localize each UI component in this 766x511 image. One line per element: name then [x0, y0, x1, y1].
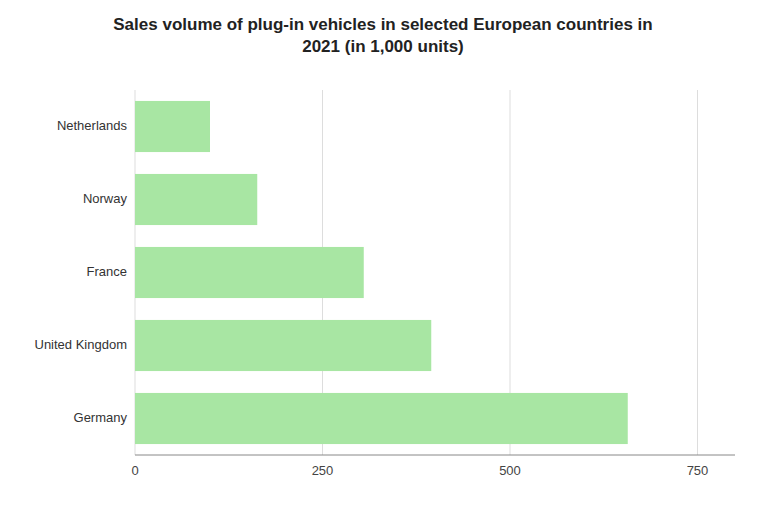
bar	[135, 320, 431, 371]
bar	[135, 101, 210, 152]
y-tick-label: Norway	[83, 191, 128, 206]
grid	[135, 90, 698, 455]
bar	[135, 247, 364, 298]
x-tick-label: 500	[499, 463, 521, 478]
x-axis-line	[135, 455, 735, 456]
y-tick-label: United Kingdom	[35, 337, 128, 352]
chart-title-line: Sales volume of plug-in vehicles in sele…	[113, 15, 652, 34]
y-tick-label: Germany	[74, 410, 128, 425]
bars	[135, 101, 628, 444]
x-tick-label: 250	[312, 463, 334, 478]
x-tick-label: 750	[687, 463, 709, 478]
bar	[135, 393, 628, 444]
chart-title: Sales volume of plug-in vehicles in sele…	[113, 15, 652, 56]
y-tick-label: Netherlands	[57, 118, 128, 133]
grid-line	[697, 90, 698, 455]
x-tick-label: 0	[131, 463, 138, 478]
chart-title-line: 2021 (in 1,000 units)	[302, 37, 464, 56]
bar	[135, 174, 257, 225]
chart-svg: Sales volume of plug-in vehicles in sele…	[0, 0, 766, 511]
y-tick-label: France	[87, 264, 127, 279]
chart-container: Sales volume of plug-in vehicles in sele…	[0, 0, 766, 511]
